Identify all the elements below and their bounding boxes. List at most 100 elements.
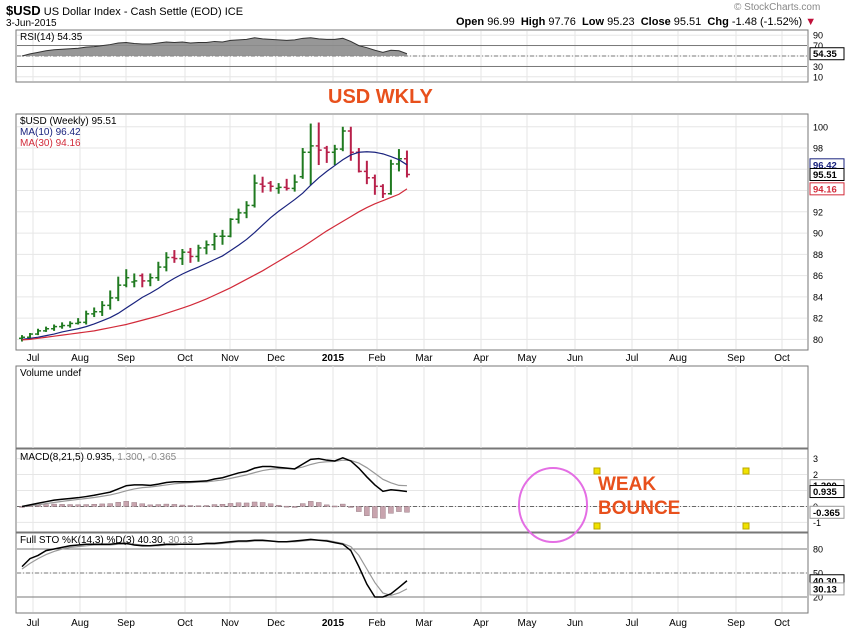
sto-d-tag-text: 30.13 (813, 584, 837, 595)
x-tick-label: Mar (415, 353, 433, 364)
weak-bounce-circle (518, 467, 588, 543)
macd-histogram-bar (300, 503, 306, 507)
macd-histogram-bar (163, 503, 170, 507)
x-tick-label: Jul (626, 353, 639, 364)
x-tick-label: Oct (774, 353, 790, 364)
macd-histogram-bar (404, 506, 410, 513)
price-label: $USD (Weekly) 95.51 (20, 116, 117, 127)
macd-histogram-bar (67, 504, 73, 507)
x-tick-label: Oct (177, 353, 193, 364)
macd-histogram-bar (155, 504, 162, 507)
x-tick-label: 2015 (322, 618, 345, 629)
rsi-line (21, 37, 408, 57)
sto-k-line (21, 538, 408, 598)
chart-date: 3-Jun-2015 (6, 18, 57, 29)
macd-histogram-bar (227, 503, 234, 507)
x-tick-label: Apr (473, 618, 489, 629)
macd-tick-label: -1 (813, 518, 821, 528)
weak-annotation: WEAK (598, 474, 657, 495)
macd-hist-tag-box (809, 505, 845, 519)
macd-histogram-bar (259, 502, 266, 507)
macd-histogram-bar (380, 506, 386, 519)
macd-histogram-bar (332, 505, 338, 508)
x-tick-label: Aug (71, 618, 89, 629)
x-tick-label: Aug (669, 353, 687, 364)
macd-histogram-bar (171, 504, 178, 507)
x-tick-label: Jul (626, 618, 639, 629)
x-tick-label: Nov (221, 353, 239, 364)
x-tick-label: Feb (368, 353, 386, 364)
rsi-tick-label: 10 (813, 72, 823, 82)
chg-label: Chg (707, 16, 729, 28)
price-tick-label: 98 (813, 144, 823, 154)
price-tick-label: 88 (813, 250, 823, 260)
macd-histogram-bar (243, 502, 250, 507)
macd-histogram-bar (356, 506, 362, 512)
macd-histogram-bar (203, 505, 210, 507)
macd-histogram-bar (187, 505, 194, 507)
macd-histogram-bar (91, 504, 97, 507)
open-value: 96.99 (487, 16, 515, 28)
macd-histogram-bar (59, 504, 65, 507)
price-tick-label: 80 (813, 335, 823, 345)
sto-d-tag-box (809, 582, 845, 596)
x-tick-label: Jul (27, 353, 40, 364)
macd-histogram-bar (283, 505, 290, 508)
price-tick-label: 86 (813, 271, 823, 281)
x-tick-label: 2015 (322, 353, 345, 364)
rsi-tag-text: 54.35 (813, 49, 837, 60)
sto-tick-label: 20 (813, 593, 823, 603)
macd-histogram-bar (211, 504, 218, 507)
macd-histogram-bar (43, 504, 49, 507)
macd-label: MACD(8,21,5) 0.935, 1.300, -0.365 (20, 452, 177, 463)
macd-signal-line (21, 459, 407, 508)
macd-histogram-bar (123, 501, 129, 507)
macd-histogram-bar (179, 504, 186, 507)
open-label: Open (456, 16, 485, 28)
macd-histogram-bar (219, 504, 226, 507)
macd-histogram-bar (107, 503, 113, 507)
x-tick-label: Aug (669, 618, 687, 629)
rsi-area (22, 37, 407, 56)
sto-label: Full STO %K(14,3) %D(3) 40.30, 30.13 (20, 535, 194, 546)
x-tick-label: Sep (117, 618, 135, 629)
macd-histogram-bar (115, 502, 121, 507)
ma10-label: MA(10) 96.42 (20, 127, 81, 138)
macd-histogram-bar (372, 506, 378, 519)
ohlc-summary: Open 96.99 High 97.76 Low 95.23 Close 95… (456, 16, 816, 28)
x-tick-label: Sep (727, 353, 745, 364)
macd-histogram-bar (267, 503, 274, 507)
macd-histogram-bar (131, 502, 137, 507)
volume-label: Volume undef (20, 368, 81, 379)
macd-hist-tag-text: -0.365 (813, 508, 841, 519)
macd-histogram-bar (251, 501, 258, 507)
macd-histogram-bar (275, 504, 282, 507)
sto-d-line (21, 539, 408, 597)
price-tick-label: 92 (813, 207, 823, 217)
price-tick-label: 82 (813, 314, 823, 324)
rsi-tick-label: 90 (813, 31, 823, 41)
macd-histogram-bar (316, 502, 322, 507)
macd-line (21, 456, 408, 508)
price-tick-label: 90 (813, 229, 823, 239)
header-line-1: $USD US Dollar Index - Cash Settle (EOD)… (6, 3, 243, 18)
rsi-tag-box (809, 47, 845, 61)
x-tick-label: Sep (117, 353, 135, 364)
x-tick-label: Jul (27, 618, 40, 629)
rsi-label: RSI(14) 54.35 (20, 32, 83, 43)
x-tick-label: Dec (267, 353, 285, 364)
price-tick-label: 100 (813, 122, 828, 132)
exchange: ICE (224, 6, 244, 18)
macd-histogram-bar (388, 506, 394, 514)
x-tick-label: Aug (71, 353, 89, 364)
title-annotation: USD WKLY (328, 86, 433, 108)
macd-tag-text: 0.935 (813, 487, 837, 498)
signal-marker (593, 467, 601, 475)
ma30-line (21, 188, 408, 341)
down-arrow-icon: ▼ (805, 16, 817, 28)
volume-panel (15, 365, 809, 449)
ma10-tag-text: 96.42 (813, 160, 837, 171)
macd-histogram-bar (51, 503, 57, 507)
macd-tick-label: 3 (813, 454, 818, 464)
x-tick-label: Oct (177, 618, 193, 629)
